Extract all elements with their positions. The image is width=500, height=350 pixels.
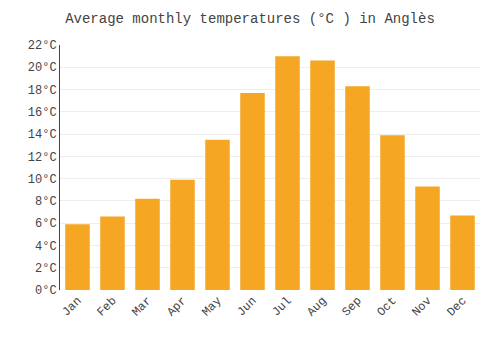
svg-text:Jul: Jul [269,294,294,319]
svg-text:Jun: Jun [234,294,259,319]
svg-text:Sep: Sep [339,294,364,319]
svg-text:Nov: Nov [409,294,434,319]
svg-text:16°C: 16°C [28,106,57,120]
svg-text:Apr: Apr [164,294,189,319]
svg-text:18°C: 18°C [28,84,57,98]
svg-text:May: May [199,294,224,319]
svg-text:Oct: Oct [374,294,399,319]
svg-text:22°C: 22°C [28,39,57,53]
svg-text:Dec: Dec [444,294,469,319]
svg-text:20°C: 20°C [28,61,57,75]
svg-text:Average monthly temperatures (: Average monthly temperatures (°C ) in An… [65,11,435,27]
svg-text:12°C: 12°C [28,151,57,165]
svg-text:Feb: Feb [94,294,119,319]
svg-text:0°C: 0°C [35,284,57,298]
svg-text:2°C: 2°C [35,262,57,276]
svg-text:14°C: 14°C [28,128,57,142]
svg-text:Jan: Jan [59,294,84,319]
svg-text:Aug: Aug [304,294,329,319]
svg-text:6°C: 6°C [35,217,57,231]
svg-text:8°C: 8°C [35,195,57,209]
svg-text:10°C: 10°C [28,173,57,187]
svg-text:4°C: 4°C [35,240,57,254]
svg-text:Mar: Mar [129,294,154,319]
